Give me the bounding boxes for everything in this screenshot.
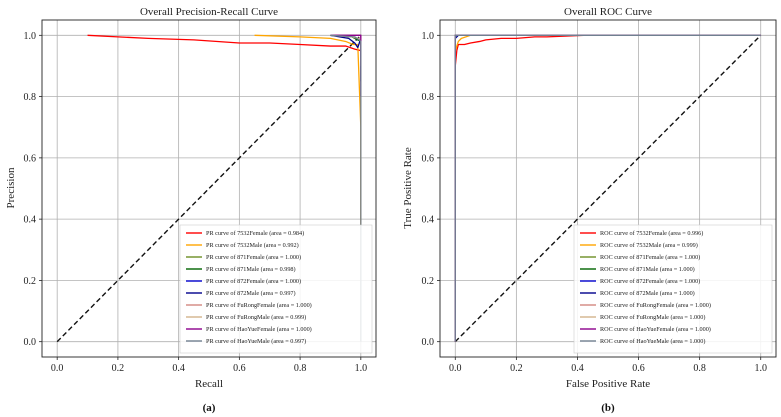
pr-legend-label: PR curve of HaoYueFemale (area = 1.000) — [206, 326, 312, 333]
roc-legend: ROC curve of 7532Female (area = 0.996) RO… — [573, 224, 773, 354]
roc-plot-frame — [439, 19, 777, 358]
roc-y-tick-label: 1.0 — [422, 31, 435, 42]
pr-series-line-5 — [330, 34, 362, 82]
roc-x-tick-label: 1.0 — [754, 363, 767, 374]
roc-x-tick-label: 0.2 — [510, 363, 523, 374]
roc-legend-box — [573, 224, 773, 354]
pr-series-line-0 — [87, 34, 362, 66]
pr-y-axis-label: Precision — [5, 167, 17, 208]
roc-y-axis-label: True Positive Rate — [402, 147, 414, 229]
pr-series-line-3 — [330, 34, 362, 82]
pr-legend-label: PR curve of FuRongFemale (area = 1.000) — [206, 302, 312, 309]
roc-x-tick-label: 0.0 — [449, 363, 462, 374]
pr-x-tick-label: 0.0 — [51, 363, 64, 374]
pr-x-axis-label: Recall — [195, 378, 223, 390]
pr-x-tick-label: 0.6 — [233, 363, 246, 374]
roc-y-tick-label: 0.0 — [422, 337, 435, 348]
roc-legend-label: ROC curve of FuRongFemale (area = 1.000) — [600, 302, 711, 309]
roc-legend-label: ROC curve of HaoYueFemale (area = 1.000) — [600, 326, 711, 333]
roc-series-line-0 — [454, 34, 584, 342]
pr-legend-label: PR curve of 7532Male (area = 0.992) — [206, 242, 299, 249]
roc-legend-label: ROC curve of FuRongMale (area = 1.000) — [600, 314, 705, 321]
pr-x-tick-label: 0.8 — [294, 363, 307, 374]
pr-y-tick-label: 0.6 — [24, 153, 37, 164]
roc-chart-title: Overall ROC Curve — [564, 6, 652, 18]
pr-legend-label: PR curve of 871Female (area = 1.000) — [206, 254, 301, 261]
pr-y-tick-label: 0.8 — [24, 92, 37, 103]
roc-diagonal-reference-line — [454, 34, 762, 343]
pr-series-line-9 — [330, 34, 362, 342]
roc-y-tick-label: 0.2 — [422, 276, 435, 287]
pr-legend: PR curve of 7532Female (area = 0.984) PR … — [179, 224, 373, 354]
roc-legend-label: ROC curve of 7532Male (area = 0.999) — [600, 242, 698, 249]
pr-legend-label: PR curve of 872Male (area = 0.997) — [206, 290, 296, 297]
roc-x-tick-label: 0.4 — [571, 363, 584, 374]
roc-y-tick-label: 0.8 — [422, 92, 435, 103]
roc-legend-label: ROC curve of 872Male (area = 1.000) — [600, 290, 695, 297]
roc-x-axis-label: False Positive Rate — [566, 378, 650, 390]
pr-legend-label: PR curve of HaoYueMale (area = 0.997) — [206, 338, 306, 345]
roc-legend-label: ROC curve of 7532Female (area = 0.996) — [600, 230, 703, 237]
pr-series-line-1 — [254, 34, 362, 226]
pr-x-tick-label: 0.4 — [172, 363, 185, 374]
pr-x-tick-label: 0.2 — [112, 363, 125, 374]
pr-legend-box — [179, 224, 373, 354]
roc-legend-label: ROC curve of 871Female (area = 1.000) — [600, 254, 700, 261]
pr-chart-title: Overall Precision-Recall Curve — [140, 6, 278, 18]
pr-y-tick-label: 1.0 — [24, 31, 37, 42]
pr-panel-caption: (a) — [203, 402, 216, 414]
roc-legend-label: ROC curve of HaoYueMale (area = 1.000) — [600, 338, 705, 345]
roc-x-tick-label: 0.8 — [693, 363, 706, 374]
pr-x-tick-label: 1.0 — [355, 363, 368, 374]
roc-y-tick-label: 0.6 — [422, 153, 435, 164]
pr-y-tick-label: 0.2 — [24, 276, 37, 287]
pr-legend-label: PR curve of FuRongMale (area = 0.999) — [206, 314, 306, 321]
pr-y-tick-label: 0.4 — [24, 215, 37, 226]
pr-chart-panel: Overall Precision-Recall Curve Recall Pr… — [5, 6, 377, 414]
pr-legend-label: PR curve of 872Female (area = 1.000) — [206, 278, 301, 285]
roc-x-tick-label: 0.6 — [632, 363, 645, 374]
pr-legend-label: PR curve of 7532Female (area = 0.984) — [206, 230, 304, 237]
pr-legend-label: PR curve of 871Male (area = 0.998) — [206, 266, 296, 273]
roc-panel-caption: (b) — [601, 402, 615, 414]
roc-series-line-9 — [454, 34, 761, 342]
pr-y-tick-label: 0.0 — [24, 337, 37, 348]
pr-plot-frame — [41, 19, 377, 358]
roc-legend-label: ROC curve of 871Male (area = 1.000) — [600, 266, 695, 273]
roc-y-tick-label: 0.4 — [422, 215, 435, 226]
roc-legend-label: ROC curve of 872Female (area = 1.000) — [600, 278, 700, 285]
roc-chart-panel: Overall ROC Curve False Positive Rate Tr… — [402, 6, 777, 414]
